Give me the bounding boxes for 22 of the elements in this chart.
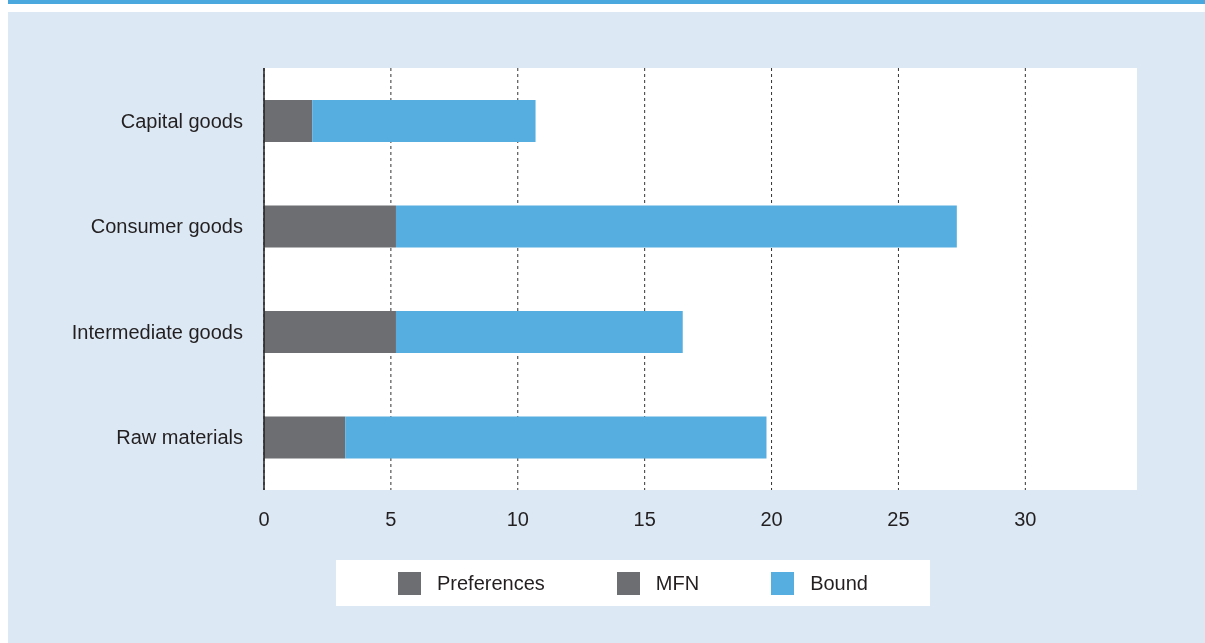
legend-label: MFN xyxy=(655,571,700,595)
y-tick-label: Raw materials xyxy=(116,426,243,449)
x-tick-label: 20 xyxy=(760,508,783,531)
legend-label: Preferences xyxy=(436,571,545,595)
bar xyxy=(312,100,536,142)
bar xyxy=(345,416,767,459)
x-tick-label: 0 xyxy=(258,508,270,531)
bar xyxy=(395,205,957,248)
x-tick-label: 5 xyxy=(385,508,397,531)
y-tick-label: Intermediate goods xyxy=(71,320,243,343)
bar xyxy=(264,100,313,142)
x-tick-label: 15 xyxy=(633,508,656,531)
y-tick-label: Consumer goods xyxy=(90,215,243,238)
bar xyxy=(264,311,396,353)
bar xyxy=(395,311,683,353)
x-tick-label: 10 xyxy=(506,508,529,531)
x-tick-label: 30 xyxy=(1014,508,1037,531)
y-tick-label: Capital goods xyxy=(120,109,243,132)
bar xyxy=(264,205,396,248)
legend-label: Bound xyxy=(810,571,868,595)
x-tick-label: 25 xyxy=(887,508,910,531)
bar xyxy=(264,416,346,459)
